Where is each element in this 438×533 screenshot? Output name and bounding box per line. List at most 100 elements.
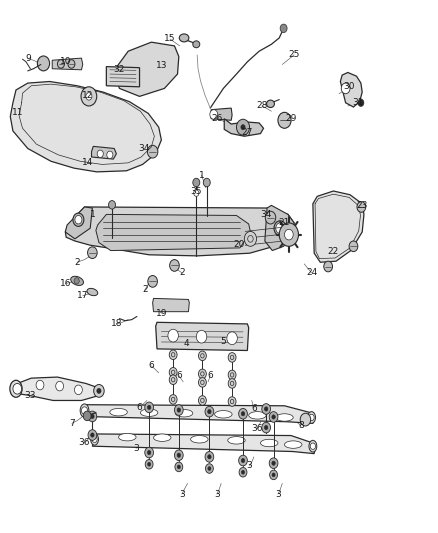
Circle shape bbox=[83, 411, 91, 421]
Circle shape bbox=[300, 413, 311, 426]
Ellipse shape bbox=[276, 414, 293, 421]
Ellipse shape bbox=[80, 404, 89, 417]
Circle shape bbox=[148, 276, 157, 287]
Circle shape bbox=[81, 87, 97, 106]
Ellipse shape bbox=[274, 221, 286, 236]
Circle shape bbox=[269, 458, 278, 469]
Circle shape bbox=[198, 351, 206, 361]
Text: 6: 6 bbox=[251, 405, 257, 414]
Circle shape bbox=[91, 414, 94, 418]
Circle shape bbox=[75, 215, 82, 224]
Circle shape bbox=[241, 458, 245, 463]
Text: 13: 13 bbox=[155, 61, 167, 70]
Polygon shape bbox=[83, 405, 314, 423]
Polygon shape bbox=[65, 207, 294, 256]
Circle shape bbox=[244, 231, 257, 246]
Circle shape bbox=[148, 405, 151, 409]
Ellipse shape bbox=[73, 213, 84, 227]
Text: 2: 2 bbox=[142, 285, 148, 294]
Circle shape bbox=[208, 409, 211, 414]
Text: 27: 27 bbox=[242, 128, 253, 137]
Circle shape bbox=[91, 433, 94, 437]
Circle shape bbox=[193, 178, 200, 187]
Polygon shape bbox=[92, 434, 315, 454]
Circle shape bbox=[198, 377, 206, 387]
Circle shape bbox=[227, 332, 237, 345]
Text: 30: 30 bbox=[343, 82, 355, 91]
Circle shape bbox=[107, 151, 113, 159]
Text: 1: 1 bbox=[89, 210, 95, 219]
Text: 6: 6 bbox=[148, 361, 154, 370]
Circle shape bbox=[37, 56, 49, 71]
Circle shape bbox=[97, 150, 103, 158]
Circle shape bbox=[148, 450, 151, 455]
Circle shape bbox=[175, 462, 183, 472]
Ellipse shape bbox=[119, 433, 136, 441]
Circle shape bbox=[269, 411, 278, 422]
Polygon shape bbox=[96, 214, 251, 251]
Polygon shape bbox=[92, 147, 117, 159]
Text: 34: 34 bbox=[261, 210, 272, 219]
Circle shape bbox=[177, 453, 180, 457]
Circle shape bbox=[56, 381, 64, 391]
Text: 31: 31 bbox=[352, 98, 364, 107]
Circle shape bbox=[145, 447, 153, 458]
Circle shape bbox=[239, 467, 247, 477]
Text: 12: 12 bbox=[81, 91, 93, 100]
Circle shape bbox=[358, 99, 364, 107]
Circle shape bbox=[81, 407, 88, 414]
Ellipse shape bbox=[179, 34, 189, 42]
Text: 8: 8 bbox=[298, 422, 304, 431]
Text: 9: 9 bbox=[25, 54, 31, 63]
Text: 33: 33 bbox=[25, 391, 36, 400]
Ellipse shape bbox=[215, 410, 232, 418]
Text: 24: 24 bbox=[306, 269, 317, 277]
Polygon shape bbox=[265, 205, 294, 251]
Polygon shape bbox=[115, 42, 179, 96]
Ellipse shape bbox=[91, 433, 99, 445]
Circle shape bbox=[94, 384, 104, 397]
Ellipse shape bbox=[141, 409, 158, 416]
Circle shape bbox=[36, 380, 44, 390]
Circle shape bbox=[241, 125, 245, 130]
Text: 22: 22 bbox=[328, 247, 339, 256]
Circle shape bbox=[169, 394, 177, 404]
Circle shape bbox=[109, 200, 116, 209]
Circle shape bbox=[196, 330, 207, 343]
Circle shape bbox=[205, 451, 214, 462]
Text: 25: 25 bbox=[288, 51, 300, 59]
Circle shape bbox=[272, 473, 275, 477]
Text: 10: 10 bbox=[60, 57, 71, 66]
Polygon shape bbox=[224, 119, 264, 136]
Circle shape bbox=[174, 450, 183, 461]
Text: 2: 2 bbox=[179, 269, 185, 277]
Text: 1: 1 bbox=[199, 171, 205, 180]
Circle shape bbox=[241, 470, 244, 474]
Text: 36: 36 bbox=[79, 439, 90, 448]
Text: 6: 6 bbox=[176, 371, 182, 380]
Ellipse shape bbox=[153, 434, 171, 441]
Text: 32: 32 bbox=[114, 66, 125, 74]
Circle shape bbox=[208, 455, 211, 459]
Text: 3: 3 bbox=[133, 444, 139, 453]
Circle shape bbox=[262, 422, 271, 433]
Circle shape bbox=[203, 178, 210, 187]
Circle shape bbox=[13, 383, 21, 394]
Ellipse shape bbox=[71, 276, 84, 286]
Circle shape bbox=[210, 110, 218, 119]
Text: 20: 20 bbox=[233, 240, 244, 249]
Text: 2: 2 bbox=[74, 258, 80, 266]
Polygon shape bbox=[11, 82, 161, 172]
Text: 21: 21 bbox=[278, 219, 290, 228]
Circle shape bbox=[86, 93, 92, 100]
Text: 26: 26 bbox=[211, 114, 223, 123]
Text: 6: 6 bbox=[137, 403, 142, 412]
Circle shape bbox=[177, 465, 180, 469]
Circle shape bbox=[270, 470, 278, 480]
Circle shape bbox=[169, 350, 177, 360]
Text: 18: 18 bbox=[111, 319, 122, 328]
Circle shape bbox=[198, 369, 206, 378]
Polygon shape bbox=[13, 377, 101, 400]
Circle shape bbox=[278, 112, 291, 128]
Ellipse shape bbox=[191, 435, 208, 443]
